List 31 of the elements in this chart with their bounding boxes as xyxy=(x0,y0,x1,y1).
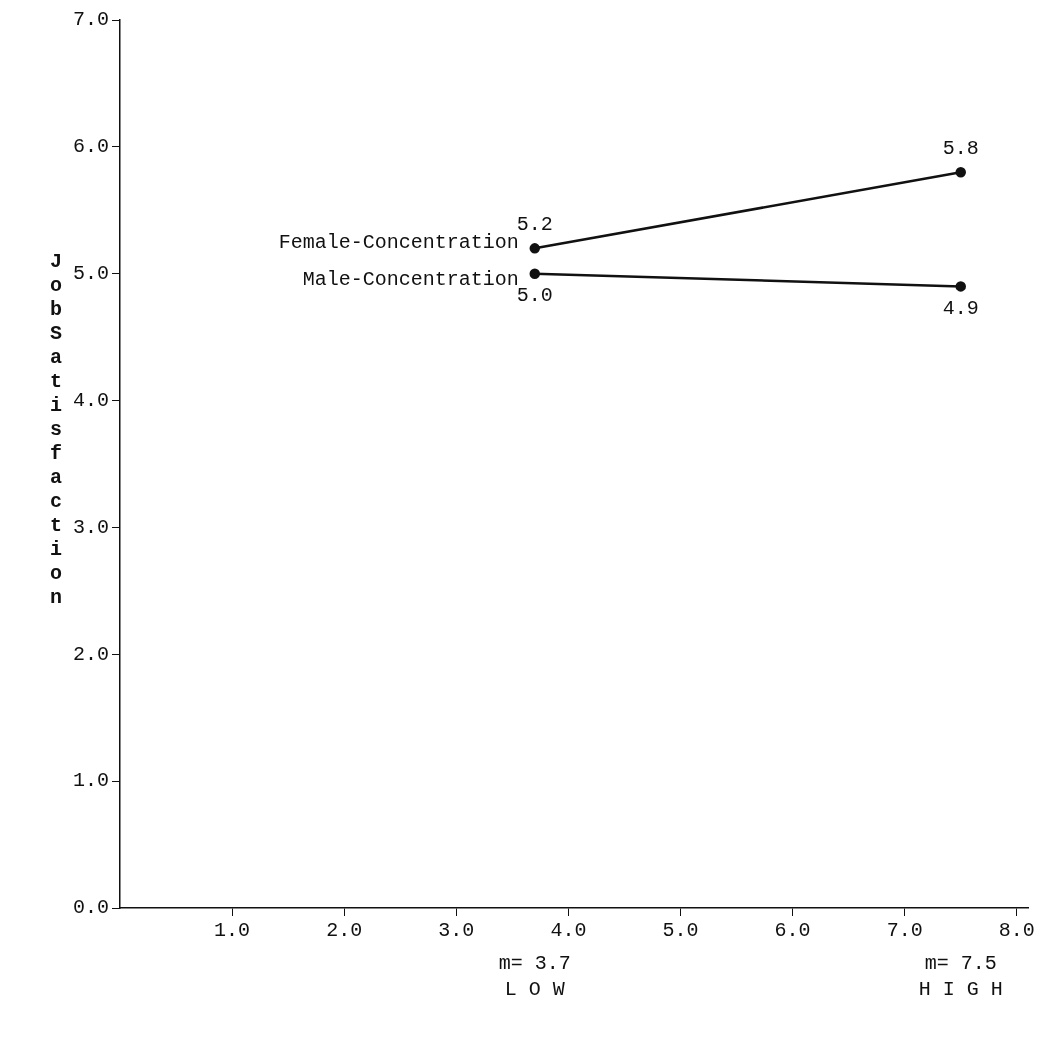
point xyxy=(955,281,966,292)
y-tick-label: 2.0 xyxy=(72,642,110,666)
data-label: 5.8 xyxy=(942,136,979,160)
y-tick-label: 3.0 xyxy=(72,515,110,539)
point xyxy=(529,243,541,254)
text: Job Satisfaction xyxy=(50,250,63,609)
y-tick-label: 7.0 xyxy=(72,8,110,32)
x-tick-label: 5.0 xyxy=(662,919,699,943)
series-label: Female-Concentration xyxy=(278,230,519,254)
x-tick-label: 2.0 xyxy=(326,919,363,943)
y-tick-label: 6.0 xyxy=(72,135,110,159)
y-tick-label: 1.0 xyxy=(72,769,110,793)
x-tick-label: 4.0 xyxy=(550,919,587,943)
text: H I G H xyxy=(918,978,1003,1002)
y-tick-label: 0.0 xyxy=(72,896,110,920)
text: m= 7.5 xyxy=(924,952,997,976)
text: L O W xyxy=(504,978,565,1002)
x-tick-label: 8.0 xyxy=(998,919,1035,943)
series-label: Male-Concentration xyxy=(302,268,519,292)
data-label: 5.2 xyxy=(516,212,553,236)
data-label: 4.9 xyxy=(942,296,979,320)
y-tick-label: 5.0 xyxy=(72,262,110,286)
data-label: 5.0 xyxy=(516,284,553,308)
y-tick-label: 4.0 xyxy=(72,388,110,412)
x-tick-label: 6.0 xyxy=(774,919,811,943)
x-tick-label: 1.0 xyxy=(214,919,251,943)
point xyxy=(529,268,541,279)
x-tick-label: 7.0 xyxy=(886,919,923,943)
x-tick-label: 3.0 xyxy=(438,919,475,943)
text: m= 3.7 xyxy=(498,952,571,976)
point xyxy=(955,166,966,178)
